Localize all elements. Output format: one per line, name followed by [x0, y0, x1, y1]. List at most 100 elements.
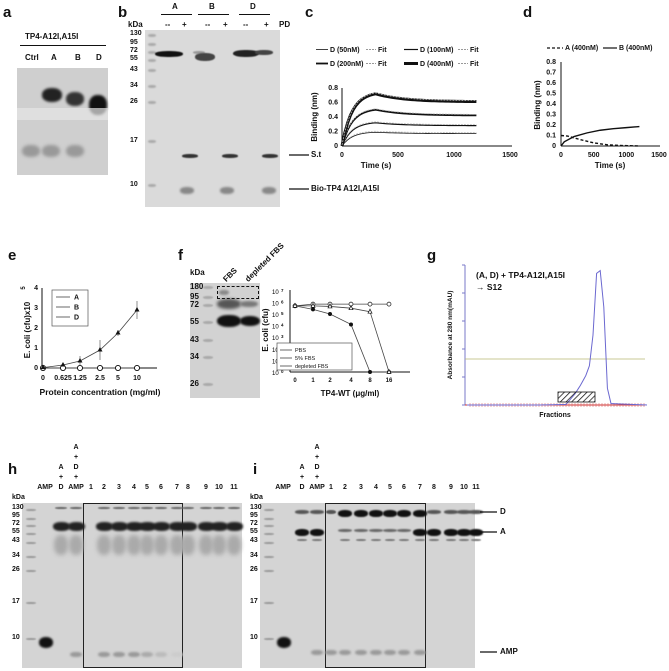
- gel-band: [220, 187, 234, 194]
- e-y-tick: 0: [34, 365, 38, 372]
- gel-band: [398, 650, 410, 655]
- lane-label: A + D: [299, 464, 305, 491]
- a-lane-label: B: [75, 53, 81, 62]
- gel-band: [155, 507, 167, 509]
- gel-band: [66, 92, 84, 106]
- gel-band: [264, 556, 274, 558]
- panel-label-g: g: [427, 247, 437, 264]
- gel-band: [113, 652, 125, 657]
- gel-band: [155, 51, 183, 57]
- f-legend-entry: depleted FBS: [295, 364, 329, 370]
- gel-band: [171, 507, 183, 509]
- f-ylabel: E. coli (cfu): [261, 308, 270, 351]
- gel-band: [264, 638, 274, 640]
- gel-band: [262, 187, 276, 194]
- gel-band: [399, 539, 409, 541]
- c-series-line: [340, 92, 477, 147]
- c-fit-line: [341, 92, 477, 146]
- f-point-triangle: [310, 302, 316, 308]
- g-collected-fractions: [557, 391, 596, 403]
- gel-band: [26, 509, 36, 511]
- b-pd-sign: --: [205, 20, 211, 29]
- g-xlabel: Fractions: [539, 412, 571, 419]
- c-xlabel: Time (s): [361, 161, 392, 170]
- gel-band: [203, 356, 213, 359]
- gel-band: [354, 510, 368, 517]
- f-point-open: [367, 301, 373, 307]
- gel-band: [211, 522, 228, 531]
- panel-label-c: c: [305, 4, 314, 21]
- gel-band: [326, 510, 336, 514]
- d-y-tick: 0.6: [546, 80, 556, 87]
- gel-band: [155, 652, 167, 657]
- f-x-tick: 8: [368, 378, 372, 384]
- g-ylabel: Absorbance at 280 nm(mAU): [447, 291, 454, 380]
- gel-band: [233, 50, 259, 57]
- gel-band: [199, 535, 213, 555]
- gel-band: [26, 542, 36, 544]
- i-arrow-label: D: [500, 507, 506, 516]
- e-y-tick: 4: [34, 285, 38, 292]
- gel-band: [295, 529, 309, 536]
- e-legend-entry: B: [74, 305, 79, 312]
- gel-band: [42, 145, 60, 157]
- d-x-tick: 1500: [651, 152, 667, 159]
- b-marker-label: 55: [130, 55, 138, 62]
- gel-band: [203, 383, 213, 386]
- lane-label: 11: [472, 484, 480, 491]
- gel-band: [255, 50, 273, 55]
- a-title: TP4-A12I,A15I: [25, 32, 79, 41]
- gel-band: [311, 650, 323, 655]
- gel-band: [397, 529, 411, 532]
- c-x-tick: 500: [392, 152, 404, 159]
- lane-label: 3: [117, 484, 121, 491]
- gel-marker-label: 43: [12, 537, 20, 544]
- b-group-rule: [161, 14, 192, 15]
- b-pd-sign: +: [223, 20, 228, 29]
- lane-label: 8: [432, 484, 436, 491]
- gel-band: [219, 290, 229, 295]
- gel-band: [154, 535, 168, 555]
- c-series-line: [341, 108, 477, 147]
- gel-band: [180, 187, 194, 194]
- c-legend-entry: D (400nM): [420, 61, 453, 68]
- f-marker-label: 34: [190, 352, 199, 361]
- b-marker-label: 43: [130, 66, 138, 73]
- gel-band: [200, 507, 212, 509]
- gel-band: [413, 529, 427, 536]
- f-series-line: [294, 303, 389, 307]
- gel-band: [148, 34, 156, 37]
- gel-band: [226, 522, 243, 531]
- gel-band: [339, 650, 351, 655]
- gel-band: [240, 301, 258, 307]
- gel-band: [384, 650, 396, 655]
- e-point-triangle: [40, 364, 46, 370]
- gel-band: [170, 535, 184, 555]
- gel-band: [383, 510, 397, 517]
- lane-label: 8: [186, 484, 190, 491]
- gel-marker-label: 26: [12, 566, 20, 573]
- d-series-line: [560, 125, 640, 147]
- gel-band: [148, 59, 156, 62]
- gel-band: [26, 556, 36, 558]
- gel-band: [181, 535, 195, 555]
- gel-band: [371, 539, 381, 541]
- c-y-tick: 0.8: [328, 85, 338, 92]
- e-ylabel-sup: 5: [21, 286, 27, 290]
- gel-band: [397, 510, 411, 517]
- c-y-tick: 0.2: [328, 129, 338, 136]
- gel-marker-label: 55: [12, 528, 20, 535]
- gel-band: [128, 652, 140, 657]
- gel-band: [153, 522, 170, 531]
- lane-label: AMP: [37, 484, 53, 491]
- c-series-line: [341, 122, 477, 147]
- gel-marker-label: 55: [250, 528, 258, 535]
- gel-marker-label: 43: [250, 537, 258, 544]
- gel-band: [148, 51, 156, 54]
- e-x-tick: 10: [133, 375, 141, 382]
- c-legend-entry: D (200nM): [330, 61, 363, 68]
- gel-band: [182, 154, 198, 158]
- f-point-filled: [368, 370, 372, 374]
- b-marker-label: 95: [130, 39, 138, 46]
